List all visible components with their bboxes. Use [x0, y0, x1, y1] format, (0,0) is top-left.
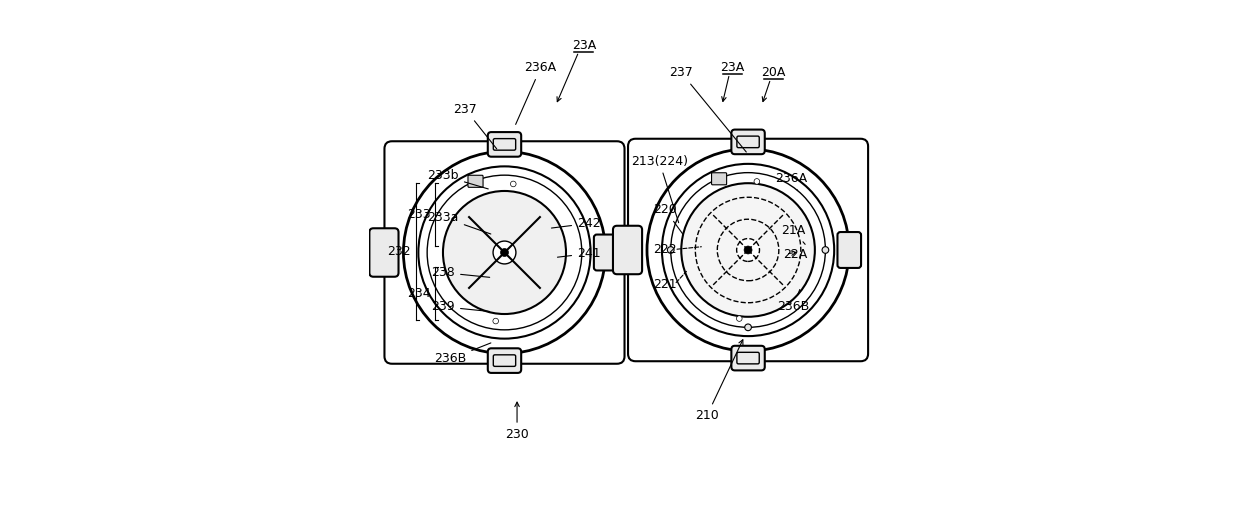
Text: 233b: 233b — [428, 169, 489, 189]
Circle shape — [737, 238, 759, 262]
Text: 236B: 236B — [777, 289, 810, 313]
Text: 236A: 236A — [516, 61, 557, 124]
Text: 241: 241 — [558, 247, 600, 260]
Circle shape — [744, 246, 751, 254]
FancyBboxPatch shape — [370, 228, 398, 277]
Circle shape — [681, 183, 815, 317]
FancyBboxPatch shape — [613, 226, 642, 274]
Circle shape — [745, 324, 751, 331]
FancyBboxPatch shape — [732, 346, 765, 370]
Text: 222: 222 — [653, 243, 677, 256]
Circle shape — [492, 318, 498, 324]
Text: 220: 220 — [653, 204, 683, 234]
Text: 234: 234 — [407, 287, 432, 300]
Text: 230: 230 — [505, 402, 529, 441]
FancyBboxPatch shape — [594, 234, 618, 271]
Text: 210: 210 — [694, 340, 743, 422]
Circle shape — [494, 241, 516, 264]
FancyBboxPatch shape — [732, 130, 765, 154]
Text: 242: 242 — [552, 217, 600, 230]
Circle shape — [822, 246, 828, 254]
Circle shape — [667, 246, 675, 254]
FancyBboxPatch shape — [487, 348, 521, 373]
Text: 232: 232 — [387, 245, 410, 258]
Text: 21A: 21A — [781, 224, 806, 244]
Circle shape — [501, 248, 508, 257]
Text: 239: 239 — [432, 300, 490, 313]
Text: 23A: 23A — [572, 39, 596, 52]
Circle shape — [511, 181, 516, 187]
Text: 20A: 20A — [761, 66, 786, 79]
Text: 238: 238 — [432, 266, 490, 279]
FancyBboxPatch shape — [487, 132, 521, 157]
Text: 237: 237 — [454, 103, 497, 149]
Circle shape — [443, 191, 565, 314]
FancyBboxPatch shape — [467, 175, 484, 187]
Circle shape — [754, 179, 760, 184]
Text: 233: 233 — [407, 209, 432, 221]
Text: 23A: 23A — [720, 61, 744, 74]
Text: 233a: 233a — [428, 211, 491, 234]
Text: 221: 221 — [653, 278, 677, 291]
Circle shape — [737, 316, 742, 321]
Text: 22A: 22A — [782, 247, 807, 261]
Text: 237: 237 — [670, 66, 746, 152]
Text: 236B: 236B — [434, 343, 491, 366]
FancyBboxPatch shape — [712, 173, 727, 185]
Text: 213(224): 213(224) — [631, 155, 688, 223]
Text: 236A: 236A — [775, 172, 807, 190]
FancyBboxPatch shape — [837, 232, 861, 268]
